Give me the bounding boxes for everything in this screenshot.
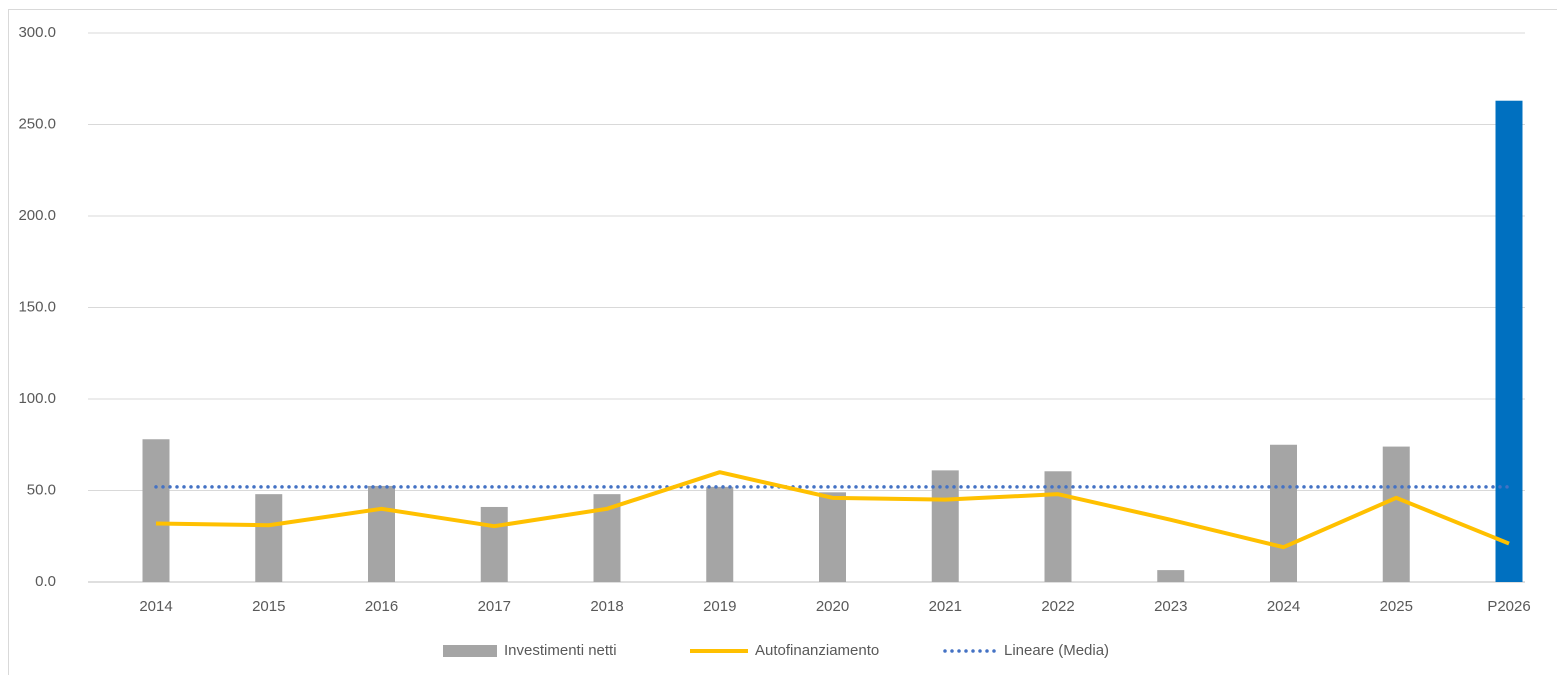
bar	[1157, 570, 1185, 582]
x-tick-label: 2015	[252, 598, 285, 615]
bar	[1270, 444, 1297, 582]
x-tick-label: 2023	[1154, 598, 1187, 615]
bar	[819, 492, 846, 582]
x-tick-label: P2026	[1487, 598, 1530, 615]
bar	[368, 485, 395, 582]
x-tick-label: 2017	[478, 598, 511, 615]
bar	[255, 494, 283, 582]
y-tick-label: 200.0	[18, 207, 56, 224]
x-tick-label: 2019	[703, 598, 736, 615]
bar	[480, 506, 508, 582]
bar	[1382, 446, 1410, 582]
x-tick-label: 2024	[1267, 598, 1300, 615]
legend-label: Lineare (Media)	[1004, 642, 1109, 659]
bar	[1044, 471, 1072, 582]
y-tick-label: 100.0	[18, 390, 56, 407]
x-tick-label: 2025	[1380, 598, 1413, 615]
y-tick-label: 250.0	[18, 115, 56, 132]
chart-frame	[8, 9, 1557, 675]
bar	[1495, 100, 1523, 583]
bar	[142, 439, 170, 582]
x-tick-label: 2014	[139, 598, 172, 615]
legend-label: Investimenti netti	[504, 642, 617, 659]
legend-swatch	[443, 645, 497, 657]
line	[155, 470, 1510, 550]
bar	[706, 486, 734, 582]
bar	[931, 470, 959, 582]
x-tick-label: 2016	[365, 598, 398, 615]
y-tick-label: 50.0	[27, 481, 56, 498]
x-tick-label: 2020	[816, 598, 849, 615]
y-tick-label: 150.0	[18, 298, 56, 315]
x-tick-label: 2018	[590, 598, 623, 615]
y-tick-label: 300.0	[18, 24, 56, 41]
x-tick-label: 2021	[929, 598, 962, 615]
x-tick-label: 2022	[1041, 598, 1074, 615]
legend-label: Autofinanziamento	[755, 642, 879, 659]
y-tick-label: 0.0	[35, 573, 56, 590]
